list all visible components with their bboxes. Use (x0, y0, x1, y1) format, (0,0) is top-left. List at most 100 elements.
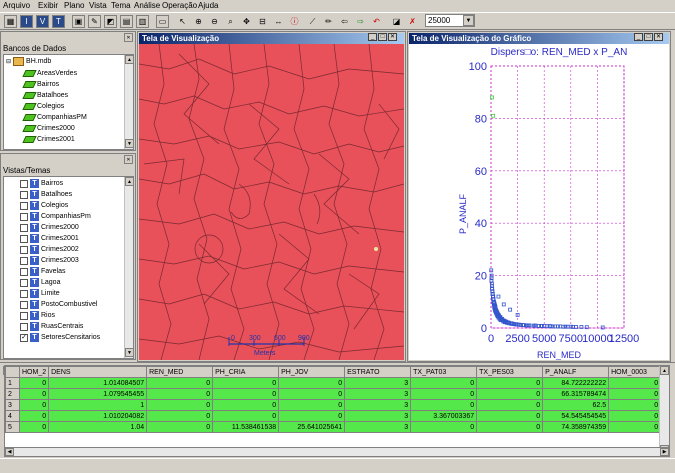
table-cell[interactable]: 0 (608, 421, 662, 433)
draw-icon[interactable]: ◩ (104, 15, 117, 28)
delete-icon[interactable]: ✗ (406, 15, 419, 28)
table-cell[interactable]: 0 (410, 399, 478, 411)
checkbox[interactable] (20, 223, 28, 232)
table-cell[interactable]: 0 (278, 399, 346, 411)
table-cell[interactable]: 84.722222222 (542, 377, 610, 389)
list-item[interactable]: T Favelas (20, 267, 66, 276)
table-icon[interactable]: ▤ (120, 15, 133, 28)
layer-icon[interactable]: ▣ (72, 15, 85, 28)
table-cell[interactable]: 3 (344, 399, 412, 411)
table-cell[interactable]: 11.538461538 (212, 421, 280, 433)
table-cell[interactable]: 1 (48, 399, 148, 411)
table-cell[interactable]: 0 (212, 388, 280, 400)
table-cell[interactable]: 3 (344, 377, 412, 389)
table-cell[interactable]: 0 (608, 377, 662, 389)
checkbox[interactable] (20, 289, 28, 298)
row-number[interactable]: 2 (5, 388, 20, 400)
table-cell[interactable]: 0 (476, 388, 544, 400)
table-cell[interactable]: 0 (278, 377, 346, 389)
list-item[interactable]: T Crimes2000 (20, 223, 79, 232)
list-item[interactable]: T Batalhoes (20, 190, 72, 199)
list-item[interactable]: CompanhiasPM (22, 114, 87, 121)
table-cell[interactable]: 62.5 (542, 399, 610, 411)
list-item[interactable]: T PostoCombustivel (20, 300, 97, 309)
pointer-icon[interactable]: ↖ (176, 15, 189, 28)
menu-arquivo[interactable]: Arquivo (3, 1, 31, 10)
maximize-icon[interactable]: □ (378, 33, 387, 41)
list-item[interactable]: T Limite (20, 289, 60, 298)
scroll-up-icon[interactable]: ▲ (660, 366, 669, 375)
horizontal-scrollbar[interactable]: ◀ ▶ (4, 447, 670, 457)
table-header[interactable]: HOM_2 (18, 366, 50, 378)
table-header[interactable]: ESTRATO (344, 366, 412, 378)
checkbox[interactable] (20, 245, 28, 254)
zoom-out-icon[interactable]: ⊖ (208, 15, 221, 28)
map-canvas[interactable]: 0 300 600 900 Meters (139, 44, 404, 360)
list-item[interactable]: T Lagoa (20, 278, 60, 287)
minimize-icon[interactable]: _ (634, 33, 643, 41)
table-cell[interactable]: 66.315789474 (542, 388, 610, 400)
table-cell[interactable]: 3 (344, 410, 412, 422)
chevron-down-icon[interactable]: ▼ (463, 15, 474, 26)
table-cell[interactable]: 0 (608, 399, 662, 411)
row-number[interactable]: 4 (5, 410, 20, 422)
table-cell[interactable]: 0 (212, 399, 280, 411)
scroll-down-icon[interactable]: ▼ (125, 348, 133, 357)
close-icon[interactable]: ✕ (654, 33, 663, 41)
pen-icon[interactable]: ✏ (322, 15, 335, 28)
chart-icon[interactable]: ▥ (136, 15, 149, 28)
table-row[interactable]: 4 0 1.010204082 0 0 0 3 3.367003367 0 54… (5, 410, 662, 422)
minimize-icon[interactable]: _ (368, 33, 377, 41)
table-header[interactable]: DENS (48, 366, 148, 378)
close-icon[interactable]: ✕ (124, 33, 133, 42)
row-number[interactable]: 1 (5, 377, 20, 389)
scroll-left-icon[interactable]: ◀ (5, 448, 14, 456)
table-cell[interactable]: 0 (608, 410, 662, 422)
theme-icon[interactable]: T (52, 15, 65, 28)
table-row[interactable]: 1 0 1.014084507 0 0 0 3 0 0 84.722222222… (5, 377, 662, 389)
scroll-up-icon[interactable]: ▲ (125, 55, 133, 64)
table-cell[interactable]: 0 (18, 421, 50, 433)
list-item[interactable]: T Rios (20, 311, 55, 320)
list-item[interactable]: T CompanhiasPm (20, 212, 91, 221)
table-cell[interactable]: 0 (410, 377, 478, 389)
table-row[interactable]: 5 0 1.04 0 11.538461538 25.641025641 3 0… (5, 421, 662, 433)
pan-icon[interactable]: ✥ (240, 15, 253, 28)
table-cell[interactable]: 1.014084507 (48, 377, 148, 389)
list-item[interactable]: AreasVerdes (22, 70, 77, 77)
table-cell[interactable]: 0 (18, 399, 50, 411)
zoom-in-icon[interactable]: ⊕ (192, 15, 205, 28)
table-header[interactable]: REN_MED (146, 366, 214, 378)
checkbox[interactable] (20, 278, 28, 287)
scale-input[interactable]: 25000 (425, 14, 475, 27)
close-icon[interactable]: ✕ (124, 155, 133, 164)
checkbox[interactable] (20, 201, 28, 210)
table-row[interactable]: 2 0 1.079545455 0 0 0 3 0 0 66.315789474… (5, 388, 662, 400)
table-cell[interactable]: 0 (18, 377, 50, 389)
checkbox[interactable] (20, 311, 28, 320)
forward-icon[interactable]: ⇨ (354, 15, 367, 28)
row-number[interactable]: 5 (5, 421, 20, 433)
table-cell[interactable]: 0 (146, 421, 214, 433)
checkbox[interactable] (20, 190, 28, 199)
scrollbar[interactable]: ▲ ▼ (124, 177, 133, 358)
table-cell[interactable]: 0 (278, 388, 346, 400)
row-number[interactable]: 3 (5, 399, 20, 411)
tree-root[interactable]: ⊟ BH.mdb (6, 57, 51, 66)
table-header[interactable]: TX_PAT03 (410, 366, 478, 378)
scroll-up-icon[interactable]: ▲ (125, 177, 133, 186)
table-cell[interactable]: 3 (344, 421, 412, 433)
measure-icon[interactable]: ↔ (272, 15, 285, 28)
menu-ajuda[interactable]: Ajuda (198, 1, 219, 10)
table-cell[interactable]: 0 (476, 377, 544, 389)
checkbox[interactable] (20, 300, 28, 309)
table-cell[interactable]: 0 (410, 421, 478, 433)
scroll-right-icon[interactable]: ▶ (660, 448, 669, 456)
list-item[interactable]: Colegios (22, 103, 64, 110)
list-item[interactable]: Batalhoes (22, 92, 68, 99)
table-header[interactable]: P_ANALF (542, 366, 610, 378)
edit-icon[interactable]: ✎ (88, 15, 101, 28)
table-cell[interactable]: 0 (476, 421, 544, 433)
zoom-area-icon[interactable]: ⌕ (224, 15, 237, 28)
info-icon[interactable]: I (20, 15, 33, 28)
